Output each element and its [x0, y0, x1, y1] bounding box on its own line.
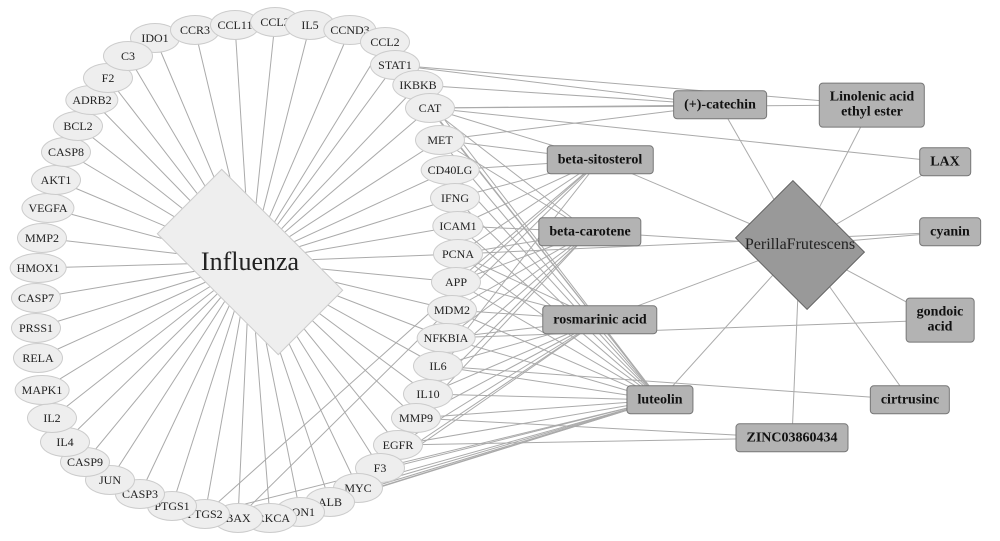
- hub-label: Influenza: [201, 247, 299, 277]
- gene-node: RELA: [13, 343, 63, 373]
- gene-node: MMP9: [391, 403, 441, 433]
- gene-node: PCNA: [433, 239, 483, 269]
- compound-node: rosmarinic acid: [542, 305, 657, 334]
- network-edges: [0, 0, 1000, 541]
- gene-node: CASP8: [41, 137, 91, 167]
- compound-node: gondoic acid: [906, 298, 975, 343]
- gene-node: CASP7: [11, 283, 61, 313]
- gene-node: ICAM1: [432, 211, 483, 241]
- compound-node: cyanin: [919, 217, 981, 246]
- compound-node: (+)-catechin: [673, 90, 767, 119]
- gene-node: IFNG: [430, 183, 480, 213]
- compound-node: beta-carotene: [538, 217, 641, 246]
- gene-node: AKT1: [31, 165, 81, 195]
- compound-node: beta-sitosterol: [547, 145, 654, 174]
- hub-label: PerillaFrutescens: [745, 236, 855, 254]
- gene-node: IL2: [27, 403, 77, 433]
- gene-node: MDM2: [427, 295, 477, 325]
- gene-node: HMOX1: [10, 253, 67, 283]
- gene-node: MET: [415, 125, 465, 155]
- gene-node: APP: [431, 267, 481, 297]
- gene-node: IL6: [413, 351, 463, 381]
- gene-node: C3: [103, 41, 153, 71]
- compound-node: LAX: [919, 147, 971, 176]
- gene-node: VEGFA: [21, 193, 74, 223]
- compound-node: Linolenic acidethyl ester: [819, 83, 925, 128]
- gene-node: CD40LG: [421, 155, 480, 185]
- compound-node: ZINC03860434: [735, 423, 848, 452]
- gene-node: PRSS1: [11, 313, 61, 343]
- gene-node: BCL2: [53, 111, 103, 141]
- gene-node: NFKBIA: [417, 323, 476, 353]
- gene-node: CAT: [405, 93, 455, 123]
- compound-node: luteolin: [626, 385, 693, 414]
- compound-node: cirtrusinc: [870, 385, 950, 414]
- gene-node: MMP2: [17, 223, 67, 253]
- gene-node: MAPK1: [15, 375, 70, 405]
